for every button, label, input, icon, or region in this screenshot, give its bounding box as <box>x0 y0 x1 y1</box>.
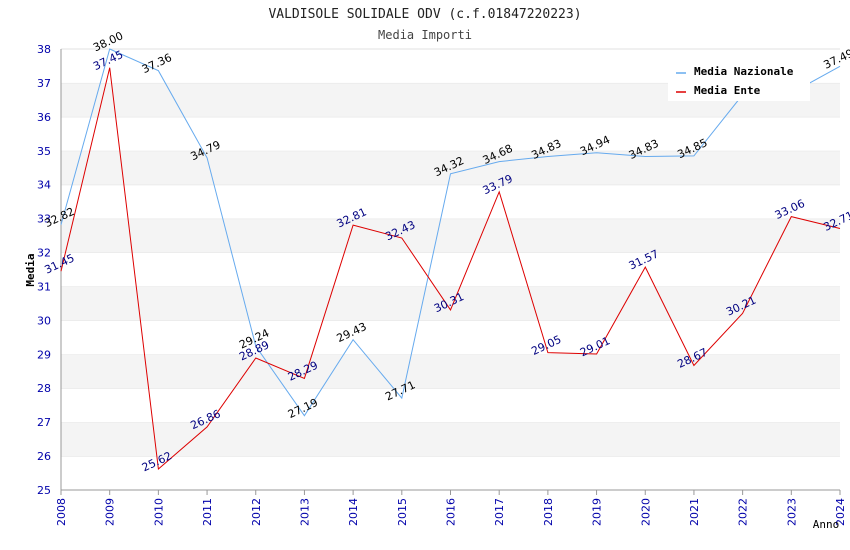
y-tick-label: 32 <box>37 247 51 260</box>
x-tick-label: 2015 <box>396 498 409 526</box>
grid-band <box>61 422 840 457</box>
y-tick-label: 29 <box>37 348 51 361</box>
x-tick-label: 2021 <box>688 498 701 526</box>
x-tick-label: 2018 <box>542 498 555 526</box>
series-lines <box>60 48 841 470</box>
grid-band <box>61 252 840 287</box>
x-tick-label: 2008 <box>55 498 68 526</box>
x-tick-label: 2014 <box>347 498 360 526</box>
x-tick-label: 2019 <box>591 498 604 526</box>
grid-band <box>61 150 840 185</box>
x-tick-label: 2009 <box>104 498 117 526</box>
legend-box <box>668 61 810 101</box>
y-tick-label: 33 <box>37 213 51 226</box>
x-tick-label: 2011 <box>201 498 214 526</box>
y-tick-label: 31 <box>37 280 51 293</box>
series-line-media-ente <box>60 67 841 470</box>
x-tick-label: 2024 <box>834 498 847 526</box>
grid-band <box>61 184 840 219</box>
y-tick-label: 37 <box>37 77 51 90</box>
grid-band <box>61 286 840 321</box>
y-tick-label: 27 <box>37 416 51 429</box>
y-tick-label: 30 <box>37 314 51 327</box>
y-tick-label: 36 <box>37 111 51 124</box>
x-tick-label: 2022 <box>737 498 750 526</box>
y-tick-label: 38 <box>37 43 51 56</box>
x-tick-label: 2012 <box>250 498 263 526</box>
series-line-media-nazionale <box>60 48 841 417</box>
x-axis-label: Anno <box>813 518 840 531</box>
axes: 25 26 27 28 29 30 31 32 33 34 35 36 37 38 2008 2009 2010… <box>37 43 847 526</box>
chart-title: VALDISOLE SOLIDALE ODV (c.f.01847220223) <box>268 7 581 22</box>
x-tick-label: 2023 <box>785 498 798 526</box>
y-tick-label: 28 <box>37 382 51 395</box>
y-tick-label: 26 <box>37 450 51 463</box>
grid-band <box>61 354 840 389</box>
x-tick-label: 2017 <box>493 498 506 526</box>
grid-band <box>61 388 840 423</box>
grid-band <box>61 320 840 355</box>
x-tick-label: 2016 <box>445 498 458 526</box>
chart-subtitle: Media Importi <box>378 28 472 42</box>
y-tick-label: 34 <box>37 179 51 192</box>
y-tick-label: 25 <box>37 484 51 497</box>
legend-entry: Media Ente <box>694 84 761 97</box>
grid-band <box>61 456 840 490</box>
grid-bands <box>61 48 840 490</box>
grid-band <box>61 116 840 151</box>
legend: Media Nazionale Media Ente <box>668 61 810 101</box>
y-tick-label: 35 <box>37 145 51 158</box>
x-tick-label: 2020 <box>639 498 652 526</box>
legend-entry: Media Nazionale <box>694 65 794 78</box>
grid-band <box>61 218 840 253</box>
x-tick-label: 2013 <box>298 498 311 526</box>
y-axis-label: Media <box>24 253 37 286</box>
x-tick-label: 2010 <box>152 498 165 526</box>
